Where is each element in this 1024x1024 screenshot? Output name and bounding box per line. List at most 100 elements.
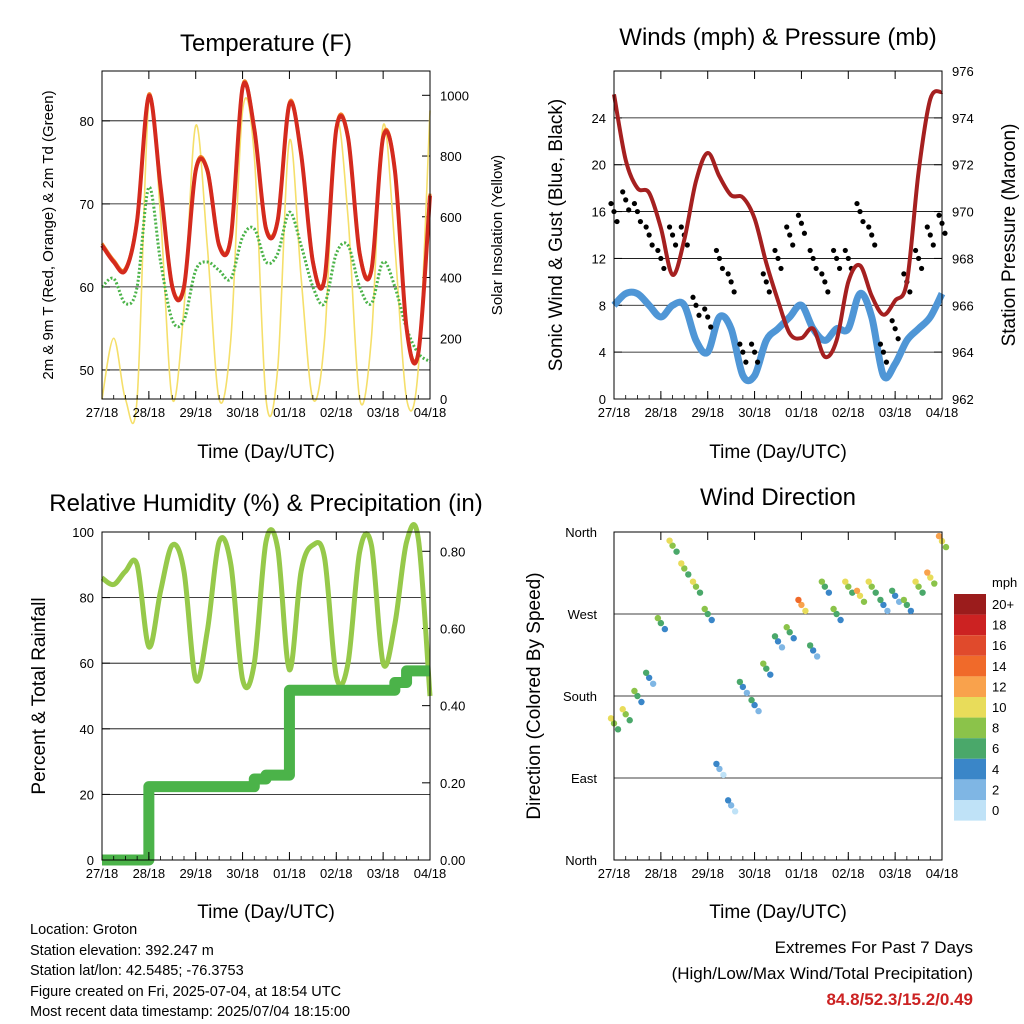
location-text: Location: Groton — [30, 922, 138, 938]
temperature-title: Temperature (F) — [180, 30, 352, 57]
direction-point — [619, 706, 626, 713]
rh-xtick-label: 04/18 — [414, 866, 447, 881]
gust-point — [634, 208, 641, 215]
gust-point — [754, 359, 761, 365]
speed-legend-swatch — [954, 779, 986, 800]
speed-legend-label: 16 — [992, 638, 1006, 653]
gust-point — [807, 247, 813, 254]
wind-y2tick-label: 964 — [952, 345, 974, 360]
direction-point — [689, 578, 697, 585]
gust-point — [620, 189, 626, 195]
wind-ytick-label: 0 — [599, 392, 606, 407]
direction-point — [724, 797, 732, 804]
temp-ytick-label: 70 — [80, 197, 94, 212]
rh-xtick-label: 28/18 — [133, 866, 166, 881]
rh-ytick-label: 60 — [80, 656, 94, 671]
dir-xtick-label: 02/18 — [832, 866, 865, 881]
humidity-ylabel-left: Percent & Total Rainfall — [29, 597, 50, 794]
rh-y2tick-label: 0.80 — [440, 544, 465, 559]
speed-legend-swatch — [954, 676, 986, 697]
sonic-wind-line — [611, 288, 946, 385]
direction-point — [802, 607, 809, 615]
direction-point — [622, 711, 629, 718]
gust-point — [658, 255, 664, 262]
gust-point — [795, 212, 802, 218]
gust-point — [810, 255, 816, 262]
gust-point — [649, 242, 655, 248]
temp-xtick-label: 27/18 — [86, 405, 119, 420]
direction-point — [818, 578, 826, 585]
direction-point — [634, 692, 641, 700]
gust-point — [854, 200, 860, 207]
gust-point — [608, 200, 614, 207]
gust-point — [830, 247, 837, 254]
direction-point — [915, 583, 922, 590]
direction-point — [853, 587, 861, 594]
gust-point — [705, 314, 711, 320]
direction-point — [872, 589, 879, 596]
temp-2m-line — [100, 80, 432, 366]
rh-ytick-label: 100 — [72, 525, 94, 540]
gust-point — [842, 247, 848, 254]
humidity-title: Relative Humidity (%) & Precipitation (i… — [49, 490, 482, 517]
direction-point — [739, 683, 747, 691]
temperature-frame — [101, 70, 431, 400]
gust-point — [631, 200, 638, 207]
direction-point — [755, 707, 762, 715]
recent-timestamp-text: Most recent data timestamp: 2025/07/04 1… — [30, 1004, 351, 1020]
direction-point — [795, 596, 802, 604]
rh-xtick-label: 27/18 — [86, 866, 119, 881]
direction-point — [942, 543, 950, 551]
gust-point — [836, 265, 843, 272]
gust-point — [877, 341, 884, 347]
direction-point — [774, 638, 782, 645]
direction-point — [720, 771, 727, 779]
winds-xlabel: Time (Day/UTC) — [709, 442, 847, 463]
dewpoint-line — [100, 185, 431, 363]
direction-point — [681, 565, 688, 572]
gust-point — [825, 289, 831, 295]
rh-ytick-label: 20 — [80, 787, 94, 802]
gust-point — [930, 242, 936, 248]
wind-ytick-label: 4 — [599, 345, 606, 360]
gust-point — [708, 324, 714, 330]
direction-point — [806, 642, 814, 649]
gust-point — [646, 232, 652, 238]
gust-point — [860, 218, 866, 225]
precipitation-line — [102, 665, 430, 866]
speed-legend-label: 10 — [992, 700, 1006, 715]
direction-point — [903, 601, 911, 609]
direction-panel: Wind Direction NorthEastSouthWestNorth27… — [524, 484, 1017, 923]
direction-point — [708, 616, 715, 624]
created-text: Figure created on Fri, 2025-07-04, at 18… — [30, 983, 342, 1000]
rh-y2tick-label: 0.60 — [440, 621, 465, 636]
winds-ylabel-right: Station Pressure (Maroon) — [999, 124, 1020, 347]
direction-point — [701, 605, 708, 613]
gust-point — [760, 271, 766, 277]
gust-point — [702, 306, 708, 312]
direction-ytick-label: North — [565, 853, 597, 868]
gust-point — [798, 220, 805, 226]
speed-legend-label: 14 — [992, 659, 1006, 674]
direction-point — [713, 760, 720, 768]
humidity-xlabel: Time (Day/UTC) — [197, 902, 335, 923]
winds-frame — [613, 70, 943, 400]
gust-point — [918, 265, 925, 272]
speed-legend-label: 4 — [992, 762, 999, 777]
direction-point — [837, 616, 844, 624]
direction-point — [825, 589, 833, 596]
speed-legend-label: 8 — [992, 721, 999, 736]
temp-y2tick-label: 600 — [440, 210, 462, 225]
direction-point — [678, 560, 685, 567]
wind-xtick-label: 03/18 — [879, 405, 912, 420]
gust-point — [915, 255, 922, 262]
wind-ytick-label: 24 — [592, 111, 606, 126]
speed-legend-label: 18 — [992, 618, 1006, 633]
temp-ytick-label: 60 — [80, 280, 94, 295]
wind-ytick-label: 12 — [592, 251, 606, 266]
wind-ytick-label: 16 — [592, 205, 606, 220]
direction-point — [927, 574, 934, 581]
direction-point — [924, 569, 931, 576]
